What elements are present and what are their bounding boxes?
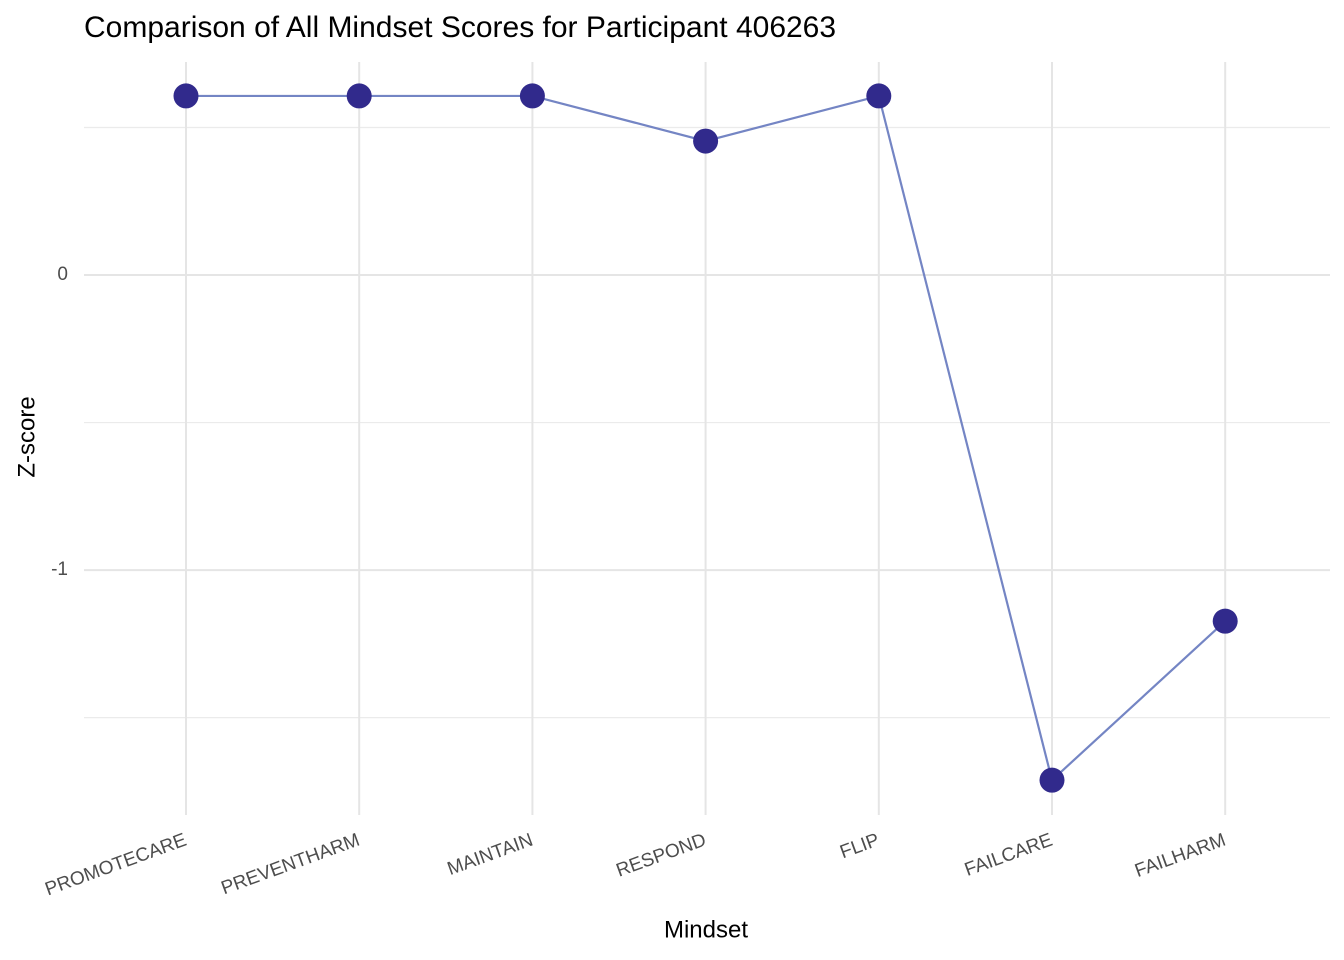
data-point [346, 83, 372, 109]
data-point [1212, 608, 1238, 634]
data-point [693, 128, 719, 154]
x-tick-label: RESPOND [614, 830, 709, 882]
x-tick-label: FLIP [837, 830, 882, 863]
y-axis-title: Z-score [13, 396, 40, 477]
x-axis-title: Mindset [664, 916, 748, 943]
x-tick-label: PREVENTHARM [219, 830, 363, 900]
data-point [1039, 767, 1065, 793]
x-tick-label: FAILCARE [962, 830, 1056, 881]
y-tick-label: 0 [57, 264, 68, 285]
x-tick-label: FAILHARM [1132, 830, 1228, 882]
chart-title: Comparison of All Mindset Scores for Par… [84, 11, 836, 44]
x-tick-label: PROMOTECARE [42, 830, 189, 901]
data-point [519, 83, 545, 109]
data-point [173, 83, 199, 109]
data-point [866, 83, 892, 109]
x-tick-label: MAINTAIN [445, 830, 536, 880]
y-tick-label: -1 [51, 559, 68, 580]
